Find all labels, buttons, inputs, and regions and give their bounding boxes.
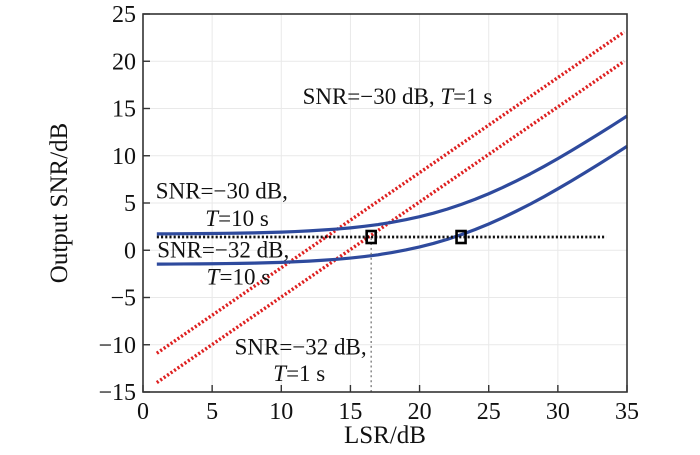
y-tick-label: 10 (112, 144, 136, 170)
annotation-text: SNR=−30 dB, (156, 179, 288, 204)
x-tick-label: 35 (615, 399, 639, 425)
x-tick-label: 15 (338, 399, 362, 425)
x-tick-label: 25 (477, 399, 501, 425)
x-tick-label: 5 (206, 399, 218, 425)
x-tick-label: 10 (269, 399, 293, 425)
annotation-text: T=1 s (273, 361, 325, 386)
y-tick-label: −15 (98, 380, 136, 406)
x-tick-label: 0 (137, 399, 149, 425)
marker-open-square (365, 229, 377, 245)
y-tick-label: 25 (112, 2, 136, 28)
y-tick-label: 0 (124, 238, 136, 264)
annotation-text: T=10 s (205, 206, 269, 231)
y-tick-label: 20 (112, 49, 136, 75)
marker-open-square (455, 229, 467, 245)
annotation-text: SNR=−32 dB, (157, 237, 289, 262)
annotation-text: SNR=−32 dB, (235, 335, 367, 360)
annotation-text: T=10 s (207, 265, 271, 290)
y-tick-label: −10 (98, 333, 136, 359)
series-snr-minus30-T10s (156, 114, 628, 236)
y-tick-label: 5 (124, 191, 136, 217)
x-tick-label: 30 (546, 399, 570, 425)
x-tick-label: 20 (408, 399, 432, 425)
y-tick-label: −5 (110, 286, 136, 312)
annotation-text: SNR=−30 dB, T=1 s (303, 84, 493, 109)
series-snr-minus32-T10s (156, 144, 628, 266)
y-tick-label: 15 (112, 97, 136, 123)
plot-frame (142, 13, 628, 393)
